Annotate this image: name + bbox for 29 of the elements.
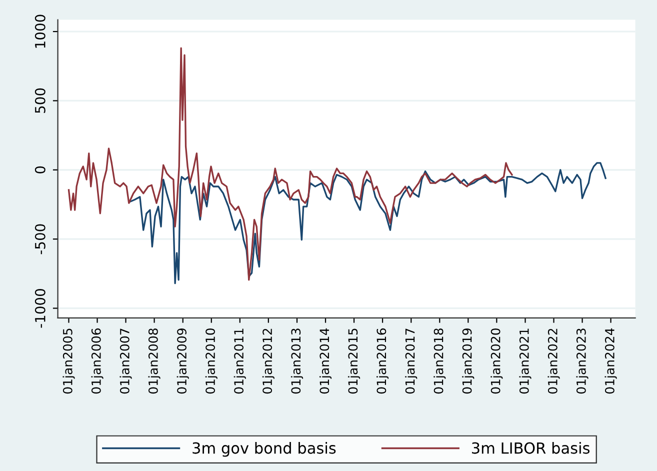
x-tick-label: 01jan2015 [348,328,360,394]
legend-label: 3m LIBOR basis [472,442,590,454]
legend-label: 3m gov bond basis [192,442,336,457]
x-tick-label: 01jan2024 [604,328,617,394]
y-tick-label: -500 [34,224,46,254]
x-tick-label: 01jan2006 [91,328,104,394]
x-tick-label: 01jan2013 [290,328,304,394]
x-tick-label: 01jan2016 [376,328,389,394]
x-tick-label: 01jan2018 [434,328,446,394]
y-tick-label: 1000 [34,14,46,48]
x-tick-label: 01jan2007 [120,328,132,394]
x-tick-label: 01jan2014 [319,328,332,394]
y-tick-label: 0 [34,166,46,174]
y-tick-label: 500 [34,88,46,113]
y-tick-label: -1000 [34,288,46,328]
x-tick-label: 01jan2021 [519,328,532,394]
x-tick-label: 01jan2022 [548,328,560,394]
x-tick-label: 01jan2017 [405,328,418,394]
x-tick-label: 01jan2009 [176,328,189,394]
x-tick-label: 01jan2020 [490,328,503,394]
line-series [129,162,606,284]
x-tick-label: 01jan2019 [462,328,474,394]
x-tick-label: 01jan2011 [234,328,246,394]
line-series [68,47,513,281]
x-tick-label: 01jan2005 [62,328,75,394]
x-tick-label: 01jan2023 [576,328,588,394]
x-tick-label: 01jan2010 [205,328,218,394]
x-tick-label: 01jan2008 [148,328,160,394]
x-tick-label: 01jan2012 [262,328,274,394]
